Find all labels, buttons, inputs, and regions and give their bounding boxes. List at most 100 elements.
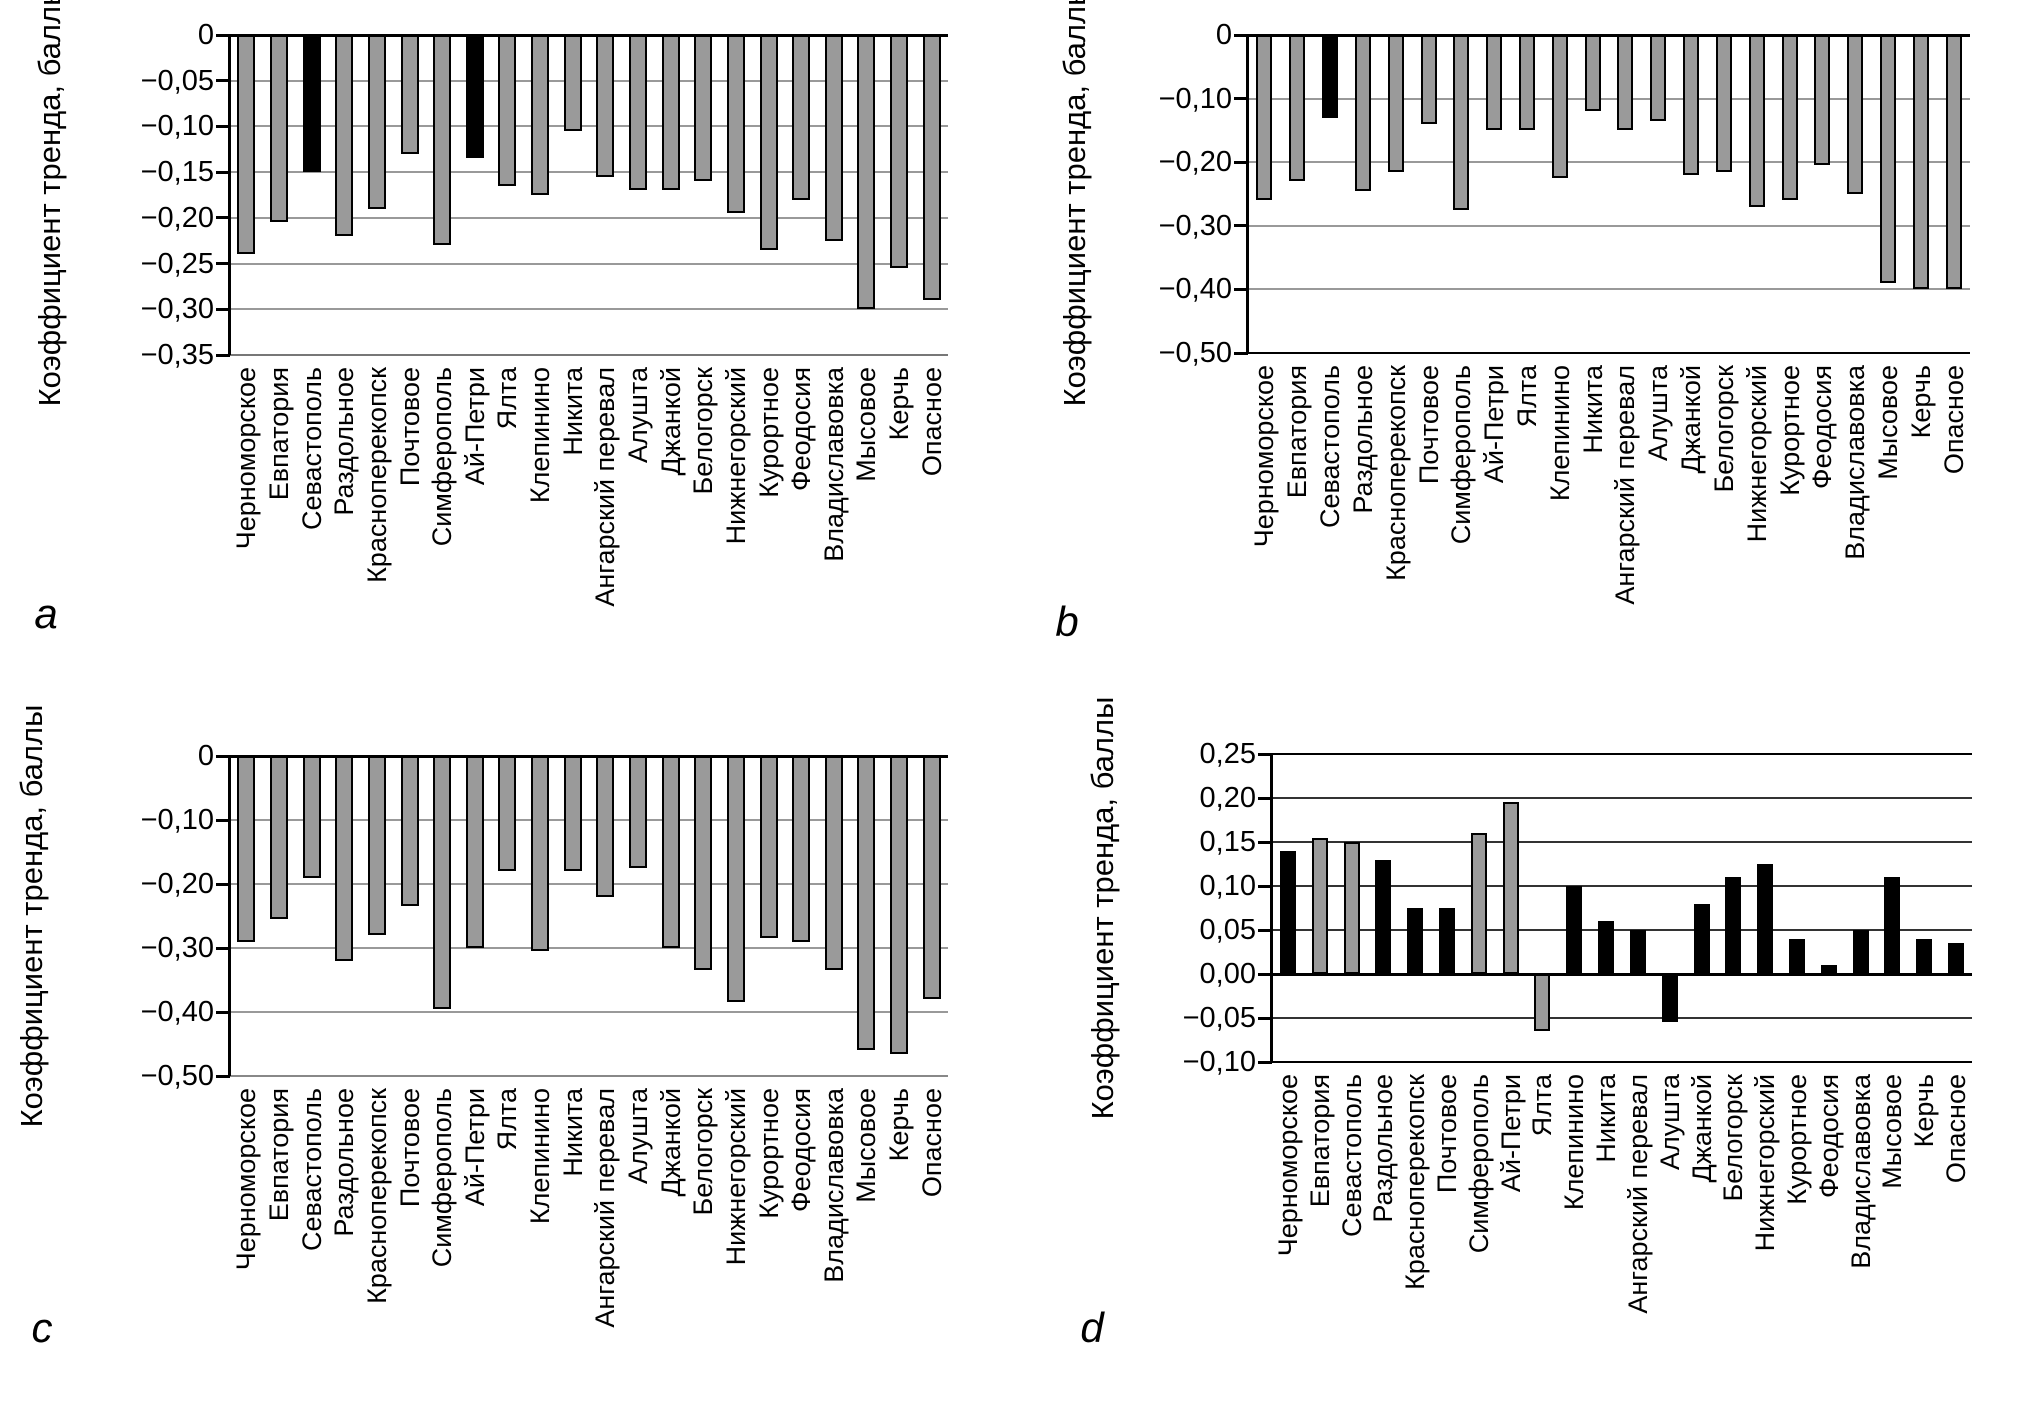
category-label: Мысовое xyxy=(851,367,882,482)
bar xyxy=(465,756,484,948)
bar xyxy=(1453,35,1470,210)
bar xyxy=(433,35,452,246)
category-label: Белогорск xyxy=(688,1088,719,1216)
category-label: Раздольное xyxy=(1347,365,1378,514)
bar xyxy=(890,35,909,269)
y-tick-label: 0 xyxy=(197,19,214,51)
bar xyxy=(237,756,256,942)
bar xyxy=(1502,802,1519,974)
bar xyxy=(1879,35,1896,284)
bar xyxy=(792,35,811,200)
category-label: Владиславовка xyxy=(1845,1074,1876,1269)
gridline xyxy=(1248,224,1970,227)
bar xyxy=(400,35,419,154)
category-label: Нижнегорский xyxy=(1741,365,1772,543)
gridline xyxy=(1248,161,1970,164)
y-tick-label: −0,35 xyxy=(140,339,214,371)
bar xyxy=(1650,35,1667,121)
category-label: Ялта xyxy=(1527,1074,1558,1137)
y-axis-line xyxy=(228,35,231,355)
y-tick-label: −0,20 xyxy=(1158,146,1232,179)
bar xyxy=(661,35,680,191)
y-axis-title: Коэффициент тренда, баллы xyxy=(14,704,49,1128)
bar xyxy=(1311,837,1328,974)
bar xyxy=(498,35,517,186)
axis-tick-mark xyxy=(216,216,230,220)
category-label: Раздольное xyxy=(329,1088,360,1237)
bar xyxy=(792,756,811,942)
bar xyxy=(1789,938,1805,974)
category-label: Никита xyxy=(1577,365,1608,454)
category-label: Алушта xyxy=(622,1088,653,1185)
bar xyxy=(465,35,484,159)
category-label: Ангарский перевал xyxy=(590,1088,621,1328)
bar xyxy=(1407,908,1424,974)
axis-tick-mark xyxy=(216,754,230,758)
bar xyxy=(1683,35,1700,175)
axis-tick-mark xyxy=(216,882,230,886)
gridline xyxy=(230,308,948,311)
bar xyxy=(269,35,288,223)
axis-tick-mark xyxy=(1258,1060,1272,1064)
gridline xyxy=(1248,352,1970,354)
category-label: Симферополь xyxy=(1446,365,1477,545)
y-tick-label: −0,20 xyxy=(140,868,214,900)
axis-tick-mark xyxy=(216,1010,230,1014)
y-tick-label: 0,00 xyxy=(1199,958,1256,990)
axis-tick-mark xyxy=(216,170,230,174)
gridline xyxy=(230,262,948,265)
bar xyxy=(1439,908,1455,974)
bar xyxy=(628,35,647,191)
axis-tick-mark xyxy=(1258,972,1272,976)
category-label: Симферополь xyxy=(427,367,458,547)
category-label: Ай-Петри xyxy=(459,367,490,486)
gridline xyxy=(1272,1061,1972,1063)
category-label: Нижнегорский xyxy=(720,367,751,545)
y-tick-label: −0,10 xyxy=(140,110,214,143)
bar xyxy=(661,756,680,948)
category-label: Красноперекопск xyxy=(1380,365,1411,581)
category-label: Клепинино xyxy=(1559,1074,1590,1211)
category-label: Ялта xyxy=(492,1088,523,1151)
bar xyxy=(531,35,550,195)
bar xyxy=(1820,965,1837,974)
axis-tick-mark xyxy=(216,307,230,311)
panel-letter-c: c xyxy=(31,1304,53,1351)
axis-tick-mark xyxy=(216,818,230,822)
y-axis-line xyxy=(1270,754,1273,1062)
panel-letter-a: a xyxy=(34,590,58,637)
y-axis-line xyxy=(1246,35,1249,353)
category-label: Ялта xyxy=(1511,365,1542,428)
zero-line xyxy=(230,33,948,37)
category-label: Клепинино xyxy=(525,1088,556,1225)
bar xyxy=(1945,35,1962,290)
category-label: Евпатория xyxy=(1304,1074,1335,1208)
bar xyxy=(1617,35,1634,131)
category-label: Севастополь xyxy=(296,367,327,531)
category-label: Владиславовка xyxy=(1840,365,1871,560)
y-tick-label: 0,05 xyxy=(1199,914,1256,946)
axis-tick-mark xyxy=(1234,287,1248,291)
category-label: Черноморское xyxy=(231,1088,262,1271)
bar xyxy=(1847,35,1864,194)
bar xyxy=(1322,35,1339,118)
gridline xyxy=(1272,1017,1972,1019)
category-label: Владиславовка xyxy=(818,1088,849,1283)
gridline xyxy=(1248,288,1970,291)
y-tick-label: −0,05 xyxy=(1182,1002,1256,1034)
bar xyxy=(1912,35,1929,290)
category-label: Ялта xyxy=(492,367,523,430)
category-label: Симферополь xyxy=(1463,1074,1494,1254)
category-label: Красноперекопск xyxy=(1400,1074,1431,1290)
y-tick-label: −0,30 xyxy=(140,293,214,326)
bar xyxy=(1343,842,1360,974)
category-label: Опасное xyxy=(1941,1074,1972,1184)
axis-tick-mark xyxy=(1258,840,1272,844)
category-label: Почтовое xyxy=(1432,1074,1462,1194)
y-tick-label: −0,20 xyxy=(140,201,214,234)
category-label: Ай-Петри xyxy=(459,1088,490,1207)
bar xyxy=(1693,903,1710,974)
category-label: Феодосия xyxy=(786,1088,817,1212)
category-label: Клепинино xyxy=(525,367,556,504)
